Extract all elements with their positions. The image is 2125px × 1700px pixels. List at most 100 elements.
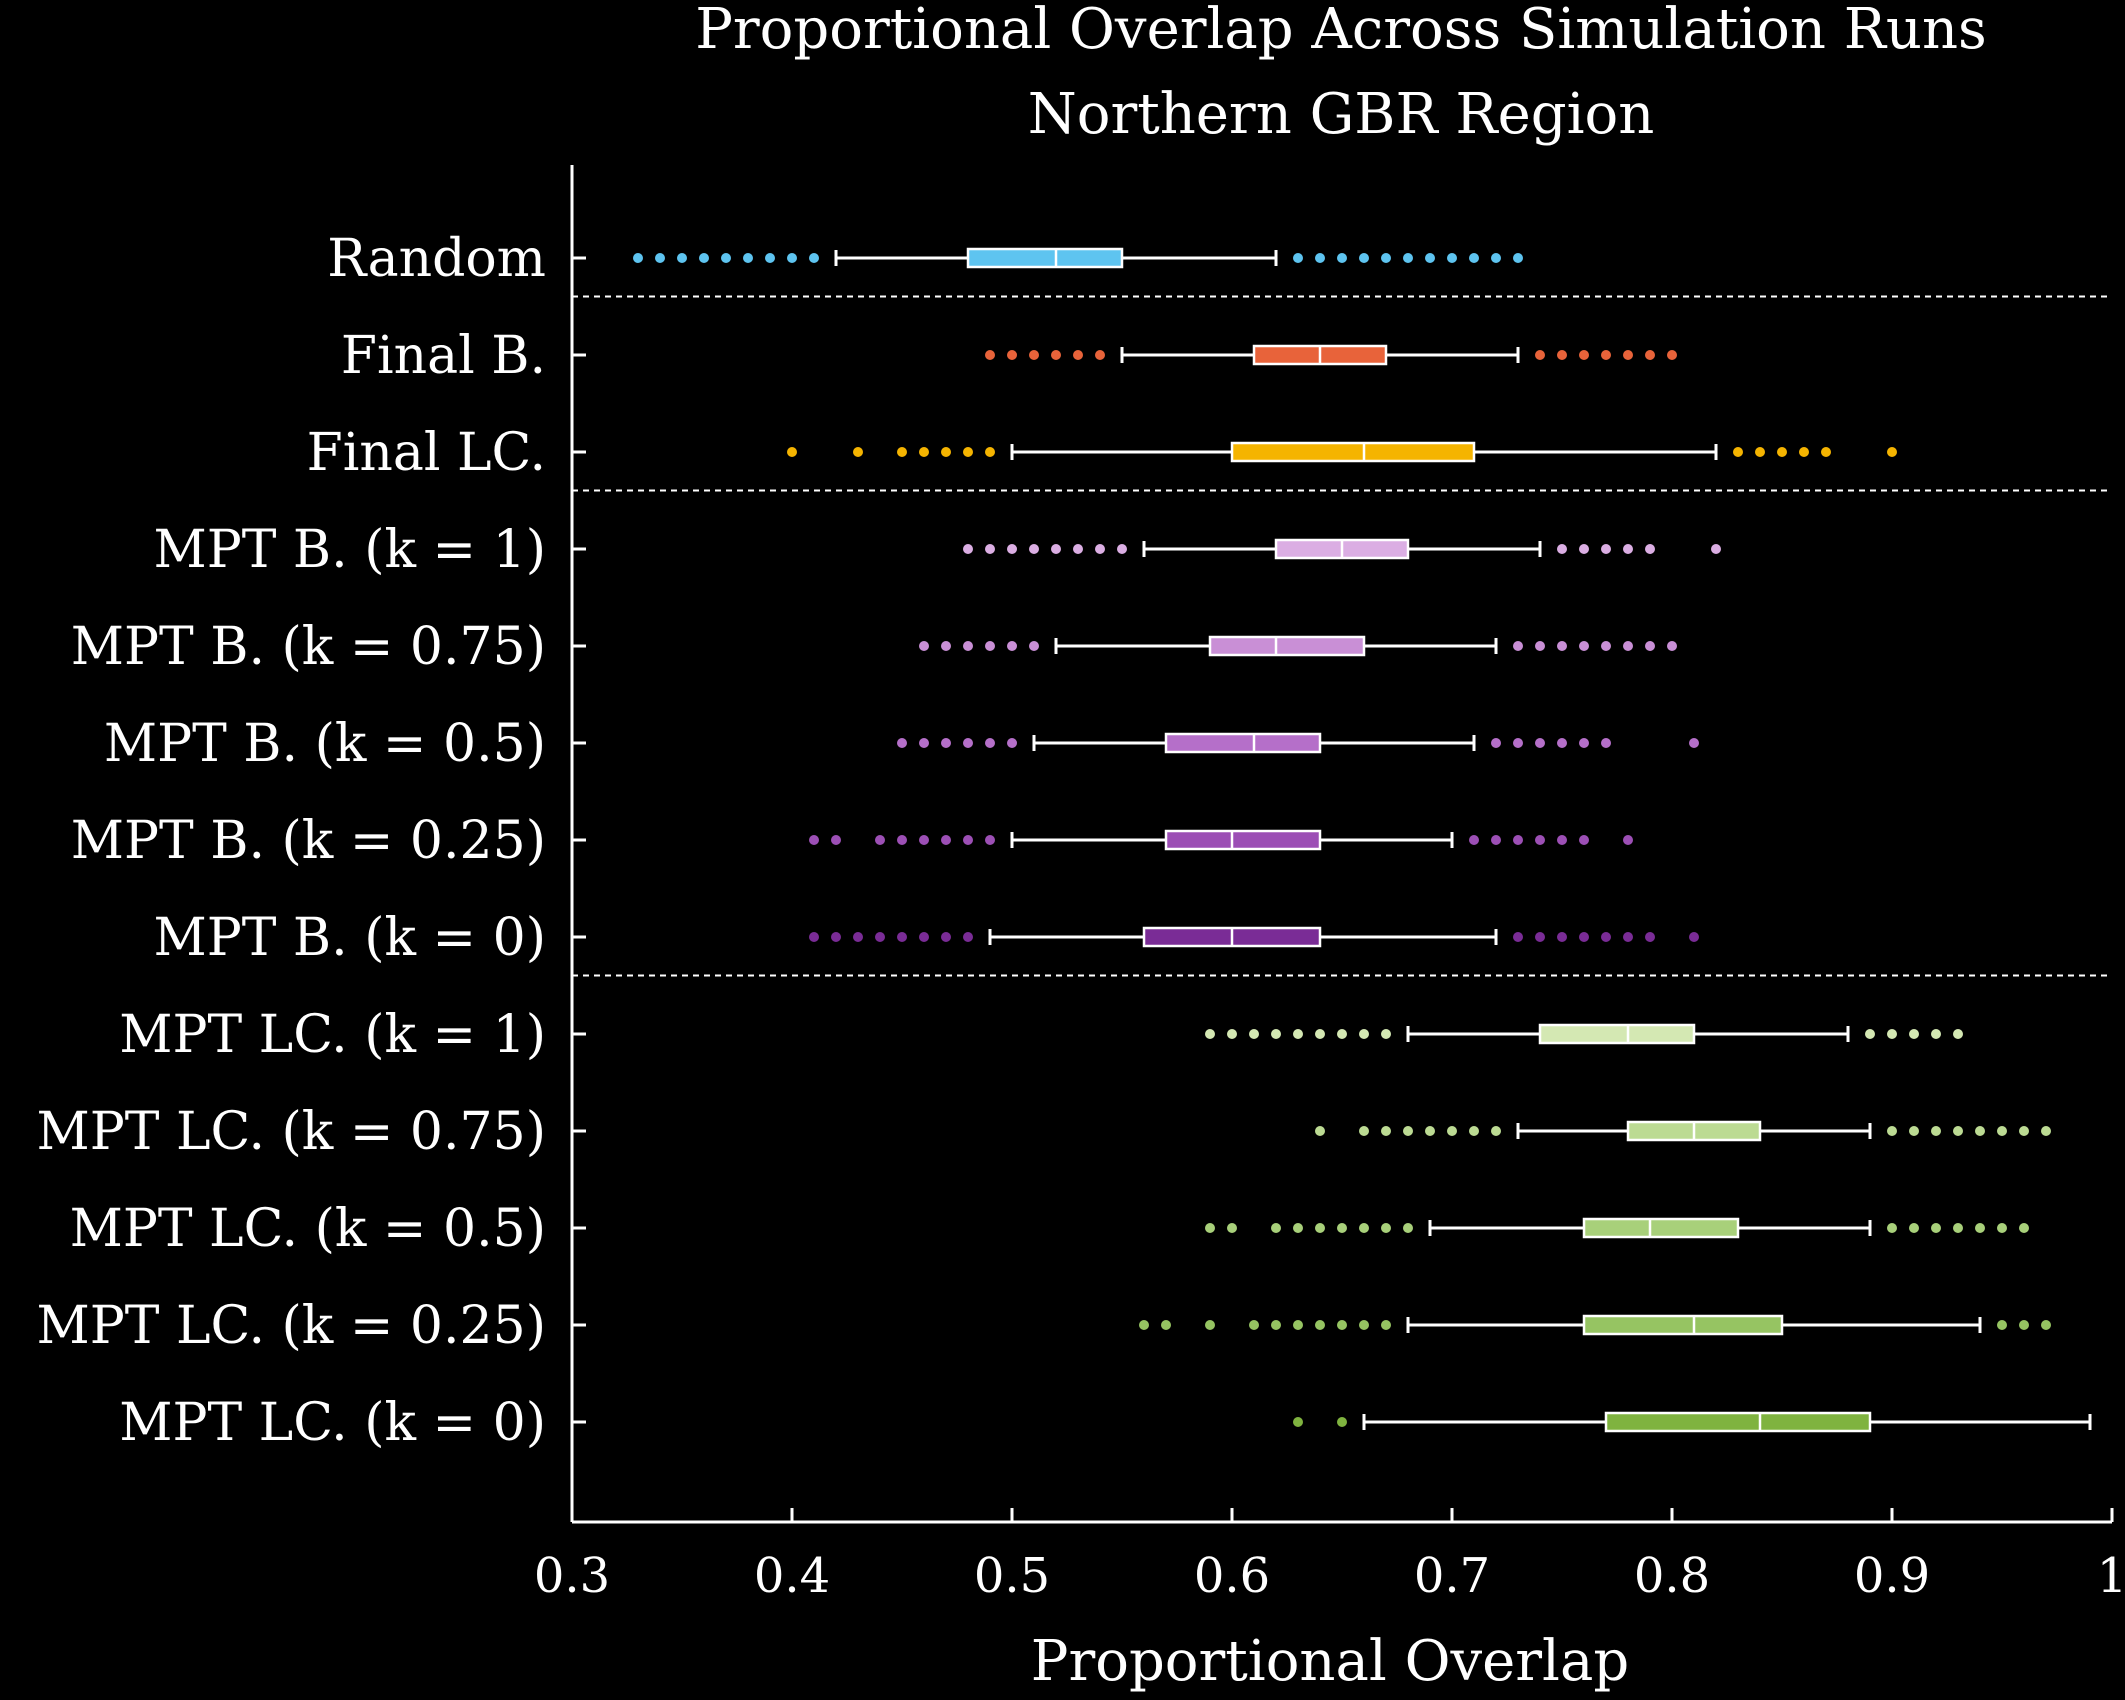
outlier-point: [941, 641, 951, 651]
outlier-point: [941, 835, 951, 845]
outlier-point: [1359, 253, 1369, 263]
outlier-point: [963, 447, 973, 457]
outlier-point: [655, 253, 665, 263]
outlier-point: [1579, 835, 1589, 845]
outlier-point: [2019, 1320, 2029, 1330]
outlier-point: [1865, 1029, 1875, 1039]
outlier-point: [1535, 932, 1545, 942]
outlier-point: [1953, 1126, 1963, 1136]
outlier-point: [1579, 350, 1589, 360]
y-tick-label: Final B.: [341, 326, 546, 386]
y-tick-label: MPT LC. (k = 1): [119, 1005, 546, 1065]
outlier-point: [1623, 641, 1633, 651]
outlier-point: [1227, 1223, 1237, 1233]
outlier-point: [1381, 1029, 1391, 1039]
outlier-point: [1381, 253, 1391, 263]
box-iqr: [966, 247, 1124, 269]
outlier-point: [1799, 447, 1809, 457]
outlier-point: [1579, 641, 1589, 651]
outlier-point: [1535, 835, 1545, 845]
outlier-point: [1271, 1320, 1281, 1330]
box-iqr: [1582, 1314, 1784, 1336]
outlier-point: [787, 253, 797, 263]
outlier-point: [1557, 738, 1567, 748]
box-iqr: [1230, 441, 1476, 463]
outlier-point: [1095, 544, 1105, 554]
outlier-point: [1953, 1029, 1963, 1039]
outlier-point: [1315, 1223, 1325, 1233]
outlier-point: [1293, 1223, 1303, 1233]
outlier-point: [831, 835, 841, 845]
outlier-point: [1337, 1417, 1347, 1427]
outlier-point: [1425, 253, 1435, 263]
outlier-point: [1491, 1126, 1501, 1136]
outlier-point: [1535, 641, 1545, 651]
outlier-point: [1315, 1320, 1325, 1330]
outlier-point: [1711, 544, 1721, 554]
outlier-point: [1293, 1417, 1303, 1427]
outlier-point: [1205, 1223, 1215, 1233]
outlier-point: [941, 738, 951, 748]
outlier-point: [721, 253, 731, 263]
outlier-point: [875, 932, 885, 942]
y-tick-label: MPT B. (k = 1): [153, 520, 546, 580]
y-tick-label: MPT B. (k = 0.5): [104, 714, 546, 774]
outlier-point: [963, 835, 973, 845]
outlier-point: [919, 641, 929, 651]
outlier-point: [1623, 932, 1633, 942]
outlier-point: [985, 447, 995, 457]
outlier-point: [787, 447, 797, 457]
plot-area: 0.3 0.4 0.5 0.6 0.7 0.8 0.9 1 Random Final B. Fina…: [37, 165, 2125, 1604]
outlier-point: [809, 835, 819, 845]
y-tick-label: MPT LC. (k = 0.75): [37, 1102, 546, 1162]
outlier-point: [1513, 253, 1523, 263]
y-tick-label: MPT B. (k = 0): [153, 908, 546, 968]
outlier-point: [1733, 447, 1743, 457]
outlier-point: [1645, 641, 1655, 651]
outlier-point: [1535, 738, 1545, 748]
outlier-point: [1315, 253, 1325, 263]
outlier-point: [1403, 1126, 1413, 1136]
outlier-point: [1425, 1126, 1435, 1136]
box-iqr: [1164, 829, 1322, 851]
outlier-point: [897, 738, 907, 748]
outlier-point: [1887, 1029, 1897, 1039]
outlier-point: [1381, 1126, 1391, 1136]
outlier-point: [1645, 544, 1655, 554]
outlier-point: [1293, 1029, 1303, 1039]
outlier-point: [1997, 1126, 2007, 1136]
outlier-point: [1029, 641, 1039, 651]
outlier-point: [853, 932, 863, 942]
outlier-point: [1271, 1029, 1281, 1039]
outlier-point: [1579, 932, 1589, 942]
outlier-point: [853, 447, 863, 457]
outlier-point: [2019, 1126, 2029, 1136]
outlier-point: [897, 447, 907, 457]
x-tick-label: 0.4: [754, 1548, 830, 1604]
outlier-point: [1315, 1029, 1325, 1039]
outlier-point: [1601, 738, 1611, 748]
outlier-point: [1117, 544, 1127, 554]
outlier-point: [1491, 738, 1501, 748]
outlier-point: [765, 253, 775, 263]
outlier-point: [1447, 253, 1457, 263]
outlier-point: [1051, 350, 1061, 360]
outlier-point: [875, 835, 885, 845]
outlier-point: [1623, 350, 1633, 360]
outlier-point: [1645, 350, 1655, 360]
outlier-point: [1029, 350, 1039, 360]
outlier-point: [1689, 738, 1699, 748]
outlier-point: [1997, 1320, 2007, 1330]
outlier-point: [919, 835, 929, 845]
box-iqr: [1208, 635, 1366, 657]
y-tick-label: MPT B. (k = 0.75): [71, 617, 546, 677]
outlier-point: [1975, 1223, 1985, 1233]
outlier-point: [1535, 350, 1545, 360]
outlier-point: [1909, 1029, 1919, 1039]
outlier-point: [1359, 1126, 1369, 1136]
outlier-point: [1821, 447, 1831, 457]
outlier-point: [831, 932, 841, 942]
outlier-point: [1007, 738, 1017, 748]
outlier-point: [1557, 350, 1567, 360]
